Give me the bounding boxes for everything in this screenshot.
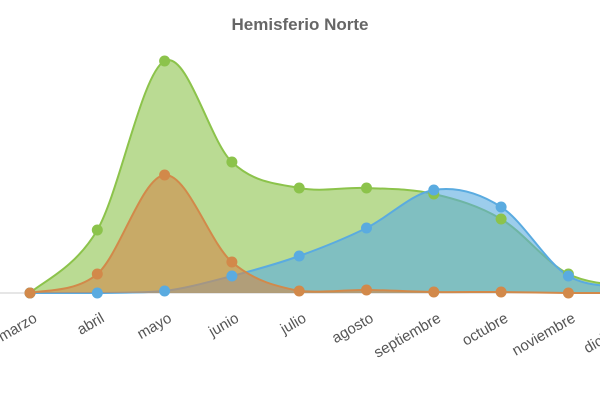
point	[361, 284, 372, 296]
point	[293, 285, 305, 297]
point	[428, 184, 440, 196]
area	[30, 174, 600, 294]
point	[91, 268, 103, 280]
x-tick-label: octubre	[459, 310, 511, 350]
point	[24, 287, 36, 299]
point	[159, 285, 171, 297]
point	[91, 224, 103, 236]
x-tick-label: julio	[277, 310, 309, 339]
point	[293, 250, 305, 262]
point	[159, 55, 171, 67]
x-tick-label: abril	[74, 310, 107, 339]
x-tick-label: noviembre	[509, 310, 578, 360]
point	[226, 256, 238, 268]
x-tick-label: mayo	[134, 310, 174, 343]
x-tick-label: junio	[205, 310, 242, 341]
area	[30, 189, 600, 294]
point	[159, 169, 171, 181]
x-tick-label: agosto	[329, 310, 377, 347]
x-tick-label: diciembre	[581, 310, 600, 357]
point	[226, 270, 238, 282]
point	[428, 286, 440, 298]
chart-title: Hemisferio Norte	[232, 15, 369, 34]
point	[293, 182, 305, 194]
point	[495, 213, 507, 225]
point	[562, 270, 574, 282]
point	[495, 286, 507, 298]
point	[361, 222, 372, 234]
line	[29, 173, 600, 295]
x-tick-label: marzo	[0, 310, 40, 346]
point	[361, 182, 372, 194]
point	[495, 201, 507, 213]
point	[226, 156, 238, 168]
point	[91, 287, 103, 299]
x-tick-label: septiembre	[371, 310, 444, 362]
point	[562, 287, 574, 299]
